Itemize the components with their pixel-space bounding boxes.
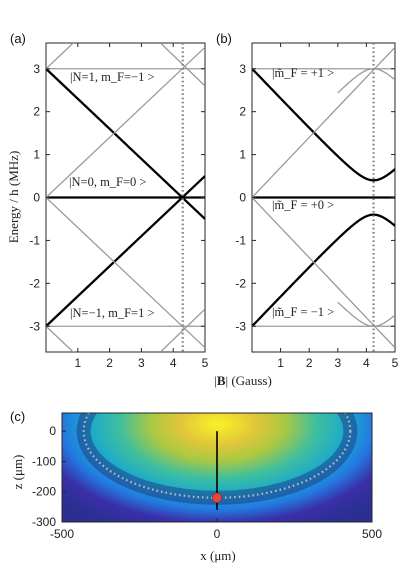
a-series-thin-8 <box>160 308 205 352</box>
panel-a: 1 2 3 4 5 3 2 1 0 -1 -2 -3 |N=1, m_F=−1 > |N=0, m_F… <box>29 42 209 370</box>
b-xtick-label-2: 3 <box>334 356 341 370</box>
annotation-a-state1: |N=1, m_F=−1 > <box>70 70 155 84</box>
a-ytick-label-1: 2 <box>33 105 40 119</box>
annotation-b-state2: |m̃_F = +0 > <box>272 198 334 212</box>
b-ytick-label-3: 0 <box>239 191 246 205</box>
b-series-echo-0 <box>337 68 395 94</box>
panel-a-ticks: 1 2 3 4 5 3 2 1 0 -1 -2 -3 <box>29 43 209 370</box>
a-ytick-label-6: -3 <box>29 319 40 333</box>
annotation-b-state1: |m̃_F = +1 > <box>272 66 334 80</box>
panel-a-lines <box>46 43 205 352</box>
position-marker <box>211 492 223 503</box>
a-ytick-label-3: 0 <box>33 191 40 205</box>
a-xtick-label-4: 5 <box>202 356 209 370</box>
b-series-thin-3 <box>252 46 395 198</box>
annotation-a-state2: |N=0, m_F=0 > <box>69 175 146 189</box>
c-ytick-label-0: 0 <box>49 424 56 438</box>
a-xtick-label-3: 4 <box>170 356 177 370</box>
b-ytick-label-2: 1 <box>239 148 246 162</box>
b-ytick-label-0: 3 <box>239 62 246 76</box>
c-xtick-label-1: 0 <box>214 527 221 541</box>
a-series-thin-3 <box>46 46 205 198</box>
a-series-thick-0 <box>46 67 205 220</box>
b-ytick-label-1: 2 <box>239 105 246 119</box>
a-ytick-label-5: -2 <box>29 276 40 290</box>
annotation-b-state3: |m̃_F = −1 > <box>272 305 334 319</box>
b-xtick-label-0: 1 <box>277 356 284 370</box>
b-series-thin-4 <box>252 197 395 349</box>
a-series-thin-4 <box>46 197 205 349</box>
panel-label-c: (c) <box>10 409 25 424</box>
xlabel-field-B: B <box>217 373 226 388</box>
ylabel-z: z (μm) <box>10 455 25 490</box>
panel-c-ticks: -500 0 500 0 -100 -200 -300 <box>32 424 382 541</box>
a-xtick-label-0: 1 <box>74 356 81 370</box>
b-xtick-label-3: 4 <box>363 356 370 370</box>
panel-b-ticks: 1 2 3 4 5 3 2 1 0 -1 -2 -3 <box>235 43 399 370</box>
c-ytick-label-3: -300 <box>32 515 56 529</box>
a-series-thin-6 <box>46 325 75 352</box>
c-xtick-label-0: -500 <box>50 527 74 541</box>
xlabel-field: |B| (Gauss) <box>214 373 272 388</box>
c-xtick-label-2: 500 <box>362 527 382 541</box>
a-xtick-label-2: 3 <box>138 356 145 370</box>
c-ytick-label-1: -100 <box>32 454 56 468</box>
a-series-thick-1 <box>46 175 205 328</box>
a-xtick-label-1: 2 <box>106 356 113 370</box>
b-series-thick-0 <box>252 67 395 182</box>
b-ytick-label-4: -1 <box>235 233 246 247</box>
panel-b: 1 2 3 4 5 3 2 1 0 -1 -2 -3 |m̃_F = +1 > |m̃_F = +0 … <box>235 42 399 370</box>
panel-label-a: (a) <box>10 31 26 46</box>
a-ytick-label-4: -1 <box>29 233 40 247</box>
annotation-a-state3: |N=−1, m_F=1 > <box>70 306 155 320</box>
b-ytick-label-6: -3 <box>235 319 246 333</box>
b-xtick-label-4: 5 <box>392 356 399 370</box>
xlabel-field-units: | (Gauss) <box>225 373 271 388</box>
a-ytick-label-0: 3 <box>33 62 40 76</box>
panel-label-b: (b) <box>216 31 232 46</box>
c-ytick-label-2: -200 <box>32 485 56 499</box>
ylabel-energy: Energy / h (MHz) <box>6 151 21 244</box>
panel-c: -500 0 500 0 -100 -200 -300 z (μm) x (μm) <box>10 412 382 563</box>
panel-b-lines <box>252 43 395 352</box>
a-ytick-label-2: 1 <box>33 148 40 162</box>
b-series-echo-1 <box>337 301 395 327</box>
b-xtick-label-1: 2 <box>306 356 313 370</box>
b-series-thick-1 <box>252 213 395 328</box>
panel-c-overlay <box>76 413 358 510</box>
a-series-thin-5 <box>46 43 75 70</box>
xlabel-x: x (μm) <box>200 548 236 563</box>
xlabel-field-bar-left: | <box>214 373 217 388</box>
b-ytick-label-5: -2 <box>235 276 246 290</box>
